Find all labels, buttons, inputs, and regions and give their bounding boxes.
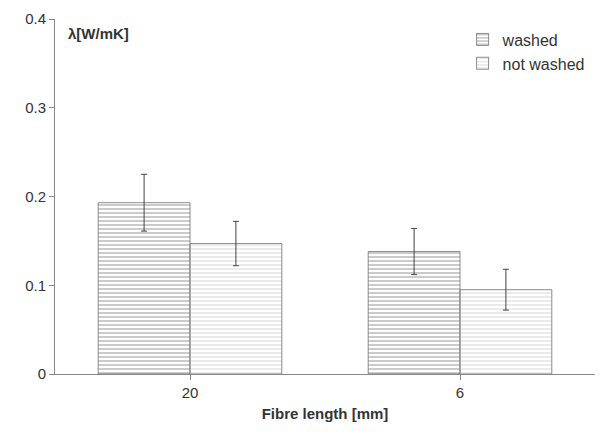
svg-text:0.1: 0.1 [25, 277, 46, 294]
svg-text:0.3: 0.3 [25, 99, 46, 116]
svg-text:not washed: not washed [503, 55, 585, 72]
svg-text:λ[W/mK]: λ[W/mK] [68, 25, 129, 42]
svg-text:0.2: 0.2 [25, 188, 46, 205]
svg-text:0.4: 0.4 [25, 10, 46, 27]
svg-text:0: 0 [38, 365, 46, 382]
svg-text:washed: washed [502, 32, 558, 49]
svg-text:20: 20 [182, 384, 199, 401]
svg-text:6: 6 [456, 384, 464, 401]
svg-text:Fibre length [mm]: Fibre length [mm] [262, 405, 389, 422]
